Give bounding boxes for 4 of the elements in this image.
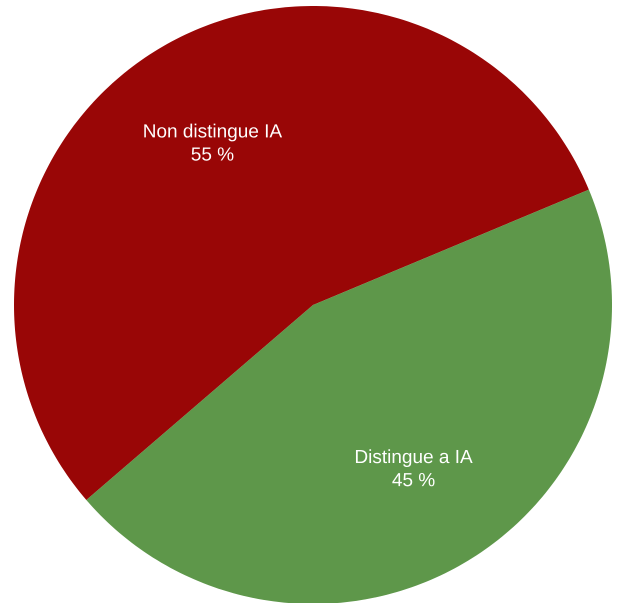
data-label: 45 % [392,472,435,486]
slice-label: Distingue a IA [356,449,473,467]
slice-label: Non distingue IA [144,124,282,142]
data-label: 55 % [192,147,234,161]
